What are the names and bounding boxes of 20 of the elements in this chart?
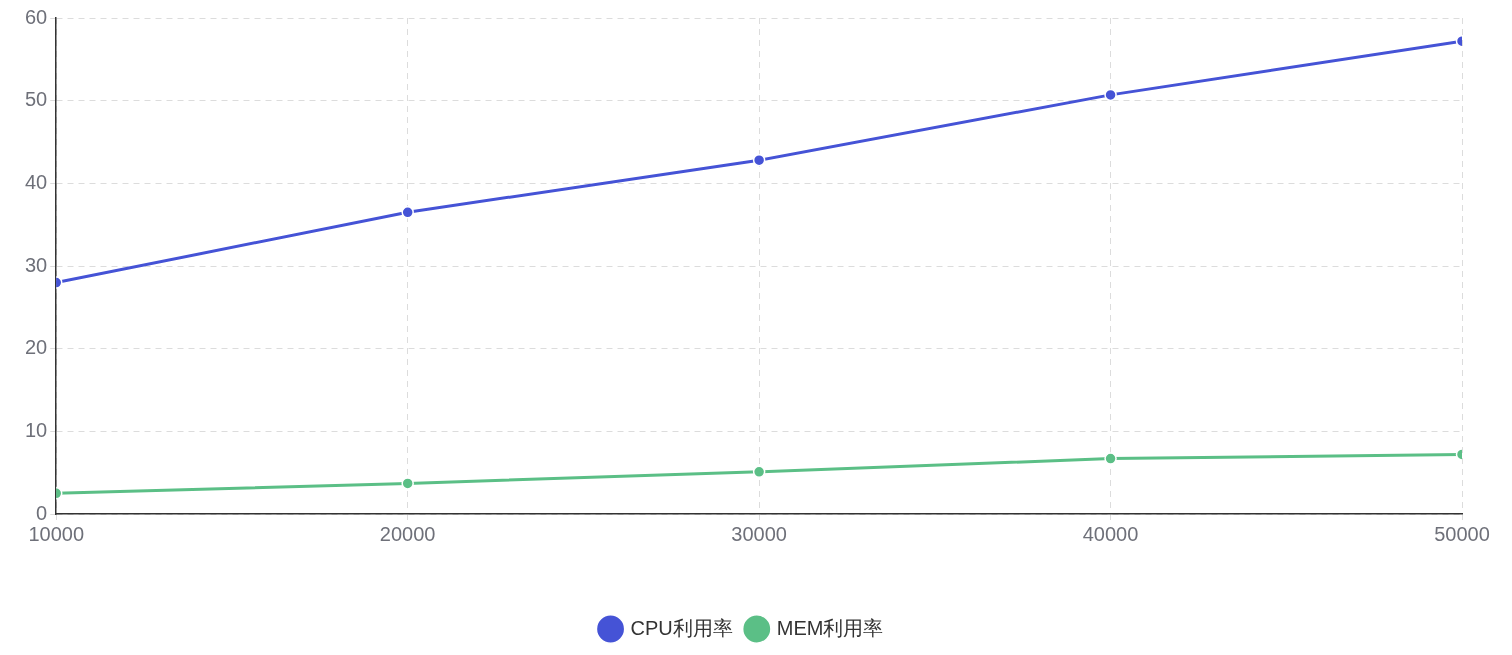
y-tick-label: 10 [25, 418, 48, 441]
x-tick-label: 10000 [28, 522, 85, 545]
point [752, 465, 766, 479]
x-tick-label: 50000 [1434, 522, 1490, 545]
y-tick-label: 50 [25, 88, 48, 111]
y-tick-label: 30 [25, 253, 48, 276]
y-tick-label: 20 [25, 336, 48, 359]
y-tick-label: 0 [36, 501, 48, 524]
point [1104, 88, 1117, 102]
point [401, 477, 414, 490]
legend-label: MEM利用率 [776, 616, 884, 639]
legend-label: CPU利用率 [630, 616, 733, 639]
x-tick-label: 20000 [379, 522, 436, 545]
y-tick-label: 60 [25, 5, 48, 28]
point [752, 153, 766, 167]
y-tick-label: 40 [25, 170, 48, 193]
x-tick-label: 40000 [1082, 522, 1139, 545]
x-tick-label: 30000 [731, 522, 787, 545]
point [1104, 452, 1117, 465]
point [401, 206, 414, 219]
